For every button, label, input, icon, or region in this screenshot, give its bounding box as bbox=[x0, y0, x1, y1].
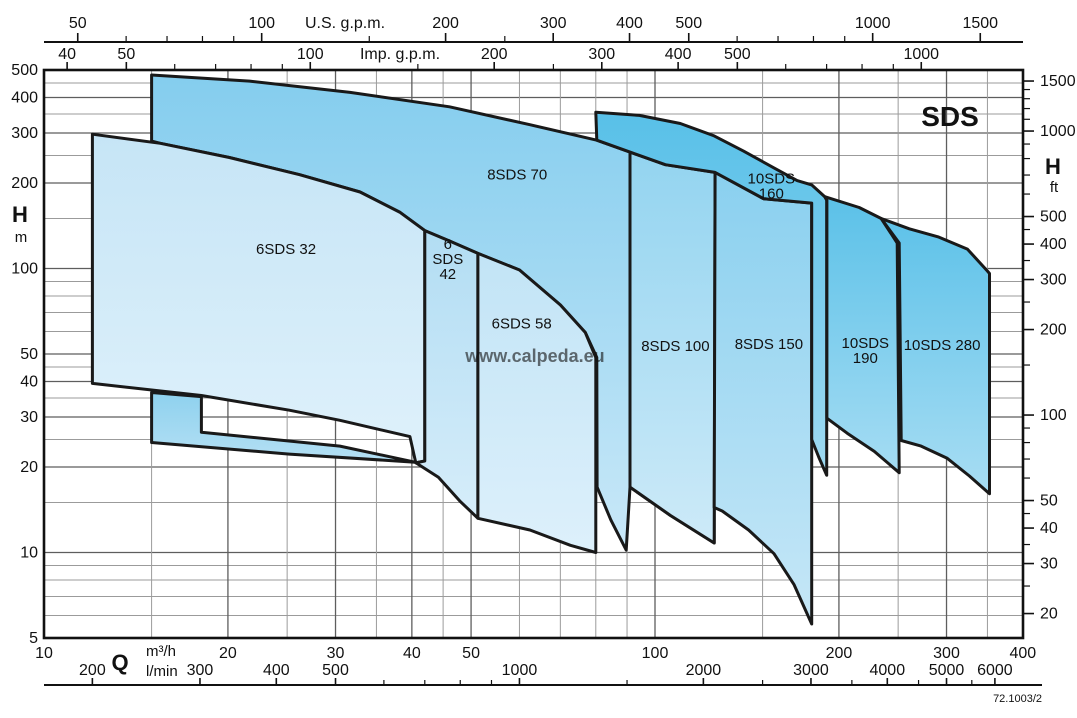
axis-title-usgpm: U.S. g.p.m. bbox=[305, 15, 385, 32]
watermark: www.calpeda.eu bbox=[464, 346, 604, 366]
axis-unit-lmin: l/min bbox=[146, 663, 178, 680]
left-tick-label: 500 bbox=[11, 62, 38, 79]
lmin-tick-label: 5000 bbox=[929, 662, 965, 679]
region-label-10sds190: 10SDS bbox=[842, 335, 890, 352]
axis-bottom: 10 20 30 40 50 100 200 300 400 Q m³/h l/min 200 300 40… bbox=[35, 643, 1042, 686]
left-tick-label: 300 bbox=[11, 125, 38, 142]
plot-frame bbox=[42, 68, 1025, 640]
left-tick-label: 400 bbox=[11, 90, 38, 107]
m3h-tick-label: 30 bbox=[327, 645, 345, 662]
right-tick-label: 30 bbox=[1040, 556, 1058, 573]
lmin-tick-label: 3000 bbox=[793, 662, 829, 679]
axis-title-H-left: H bbox=[12, 202, 28, 227]
right-tick-label: 200 bbox=[1040, 322, 1067, 339]
usgpm-tick-label: 200 bbox=[432, 15, 459, 32]
usgpm-tick-label: 1500 bbox=[962, 15, 998, 32]
region-label-6sds42: 6 bbox=[444, 236, 452, 253]
region-label-8sds150: 8SDS 150 bbox=[735, 336, 803, 353]
axis-unit-m3h: m³/h bbox=[146, 643, 176, 660]
right-tick-label: 1000 bbox=[1040, 123, 1076, 140]
lmin-tick-label: 300 bbox=[187, 662, 214, 679]
left-tick-label: 30 bbox=[20, 409, 38, 426]
right-tick-label: 100 bbox=[1040, 407, 1067, 424]
axis-left-m: 500 400 300 200 100 50 40 30 20 10 5 Hm bbox=[11, 62, 38, 647]
region-label-10sds190: 190 bbox=[853, 350, 878, 367]
usgpm-tick-label: 400 bbox=[616, 15, 643, 32]
usgpm-tick-label: 500 bbox=[675, 15, 702, 32]
region-6sds42 bbox=[414, 229, 480, 520]
region-label-10sds280: 10SDS 280 bbox=[904, 337, 981, 354]
usgpm-tick-label: 1000 bbox=[855, 15, 891, 32]
impgpm-tick-label: 100 bbox=[297, 46, 324, 63]
region-6sds58 bbox=[476, 251, 598, 554]
reference-code: 72.1003/2 bbox=[993, 693, 1042, 705]
region-6sds32-70overlap bbox=[150, 391, 417, 464]
left-tick-label: 40 bbox=[20, 374, 38, 391]
left-tick-label: 20 bbox=[20, 459, 38, 476]
right-tick-label: 20 bbox=[1040, 606, 1058, 623]
region-label-8sds100: 8SDS 100 bbox=[641, 338, 709, 355]
lmin-tick-label: 4000 bbox=[870, 662, 906, 679]
region-10sds280 bbox=[879, 217, 991, 496]
lmin-tick-label: 6000 bbox=[977, 662, 1013, 679]
left-tick-label: 5 bbox=[29, 630, 38, 647]
lmin-tick-label: 400 bbox=[263, 662, 290, 679]
right-tick-label: 40 bbox=[1040, 520, 1058, 537]
right-tick-label: 400 bbox=[1040, 236, 1067, 253]
m3h-tick-label: 40 bbox=[403, 645, 421, 662]
lmin-tick-label: 200 bbox=[79, 662, 106, 679]
impgpm-tick-label: 40 bbox=[58, 46, 76, 63]
m3h-tick-label: 10 bbox=[35, 645, 53, 662]
impgpm-tick-label: 400 bbox=[665, 46, 692, 63]
region-label-6sds32: 6SDS 32 bbox=[256, 241, 316, 258]
axis-unit-m: m bbox=[15, 229, 28, 246]
axis-unit-ft: ft bbox=[1050, 179, 1059, 196]
left-tick-label: 10 bbox=[20, 545, 38, 562]
pump-regions bbox=[90, 73, 991, 626]
left-tick-label: 100 bbox=[11, 261, 38, 278]
region-label-6sds42: SDS bbox=[432, 251, 463, 268]
axis-right-ft: 1500 1000 500 400 300 200 100 50 40 30 20 Hft bbox=[1023, 73, 1076, 623]
region-label-6sds42: 42 bbox=[439, 266, 456, 283]
axis-top-impgpm: 40 50 100 200 300 400 500 1000 Imp. g.p.m. bbox=[58, 46, 939, 70]
right-tick-label: 500 bbox=[1040, 209, 1067, 226]
m3h-tick-label: 300 bbox=[933, 645, 960, 662]
lmin-tick-label: 2000 bbox=[686, 662, 722, 679]
axis-top-usgpm: 50 100 200 300 400 500 1000 1500 U.S. g.p.m. bbox=[44, 15, 1023, 43]
axis-title-impgpm: Imp. g.p.m. bbox=[360, 46, 440, 63]
left-tick-label: 200 bbox=[11, 175, 38, 192]
region-label-8sds70: 8SDS 70 bbox=[487, 167, 547, 184]
lmin-tick-label: 500 bbox=[322, 662, 349, 679]
region-label-6sds58: 6SDS 58 bbox=[492, 316, 552, 333]
region-label-10sds160: 10SDS bbox=[748, 171, 796, 188]
impgpm-tick-label: 300 bbox=[588, 46, 615, 63]
series-title: SDS bbox=[921, 101, 979, 132]
impgpm-tick-label: 200 bbox=[481, 46, 508, 63]
lmin-tick-label: 1000 bbox=[502, 662, 538, 679]
m3h-tick-label: 50 bbox=[462, 645, 480, 662]
m3h-tick-label: 200 bbox=[826, 645, 853, 662]
usgpm-tick-label: 300 bbox=[540, 15, 567, 32]
impgpm-tick-label: 500 bbox=[724, 46, 751, 63]
region-10sds190 bbox=[823, 195, 901, 475]
usgpm-tick-label: 50 bbox=[69, 15, 87, 32]
left-tick-label: 50 bbox=[20, 346, 38, 363]
axis-title-Q: Q bbox=[111, 650, 128, 675]
m3h-tick-label: 100 bbox=[642, 645, 669, 662]
m3h-tick-label: 400 bbox=[1010, 645, 1037, 662]
usgpm-tick-label: 100 bbox=[248, 15, 275, 32]
impgpm-tick-label: 50 bbox=[117, 46, 135, 63]
right-tick-label: 1500 bbox=[1040, 73, 1076, 90]
right-tick-label: 300 bbox=[1040, 272, 1067, 289]
m3h-tick-label: 20 bbox=[219, 645, 237, 662]
region-label-10sds160: 160 bbox=[759, 186, 784, 203]
axis-title-H-right: H bbox=[1045, 154, 1061, 179]
impgpm-tick-label: 1000 bbox=[903, 46, 939, 63]
right-tick-label: 50 bbox=[1040, 493, 1058, 510]
